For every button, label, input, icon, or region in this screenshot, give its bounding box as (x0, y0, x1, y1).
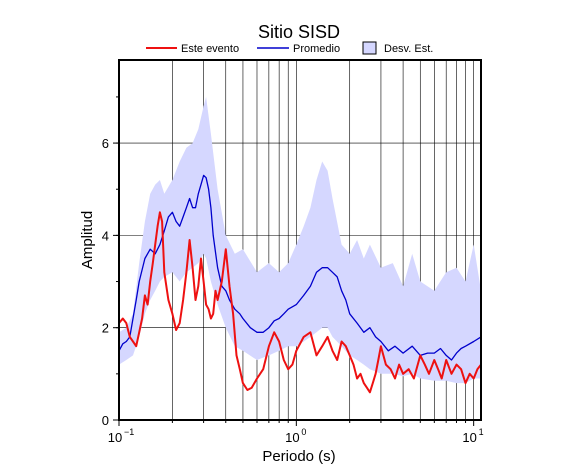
y-tick-label: 6 (102, 136, 109, 151)
legend-label-mean: Promedio (293, 43, 340, 55)
std-dev-band (119, 96, 481, 384)
promedio-line (118, 174, 482, 361)
plot-frame (118, 59, 482, 421)
x-tick-label: 10 (462, 430, 476, 445)
x-tick-exponent: 0 (301, 427, 306, 437)
x-tick-exponent: 1 (479, 427, 484, 437)
x-tick-label: 10 (285, 430, 299, 445)
x-tick-label: 10 (108, 430, 122, 445)
chart-title: Sitio SISD (258, 22, 340, 42)
y-tick-label: 0 (102, 413, 109, 428)
y-tick-label: 2 (102, 321, 109, 336)
y-axis-label: Amplitud (79, 211, 96, 269)
x-tick-exponent: −1 (124, 427, 134, 437)
std-dev-band-layer (119, 96, 481, 384)
y-tick-label: 4 (102, 228, 109, 243)
legend-label-std-dev: Desv. Est. (384, 43, 433, 55)
series-lines-layer (118, 174, 482, 394)
legend-label-event: Este evento (181, 43, 239, 55)
legend: Este evento Promedio Desv. Est. (146, 41, 433, 55)
x-axis-label: Periodo (s) (262, 448, 335, 465)
este-evento-line (118, 211, 482, 394)
legend-swatch-std-dev (362, 41, 377, 55)
